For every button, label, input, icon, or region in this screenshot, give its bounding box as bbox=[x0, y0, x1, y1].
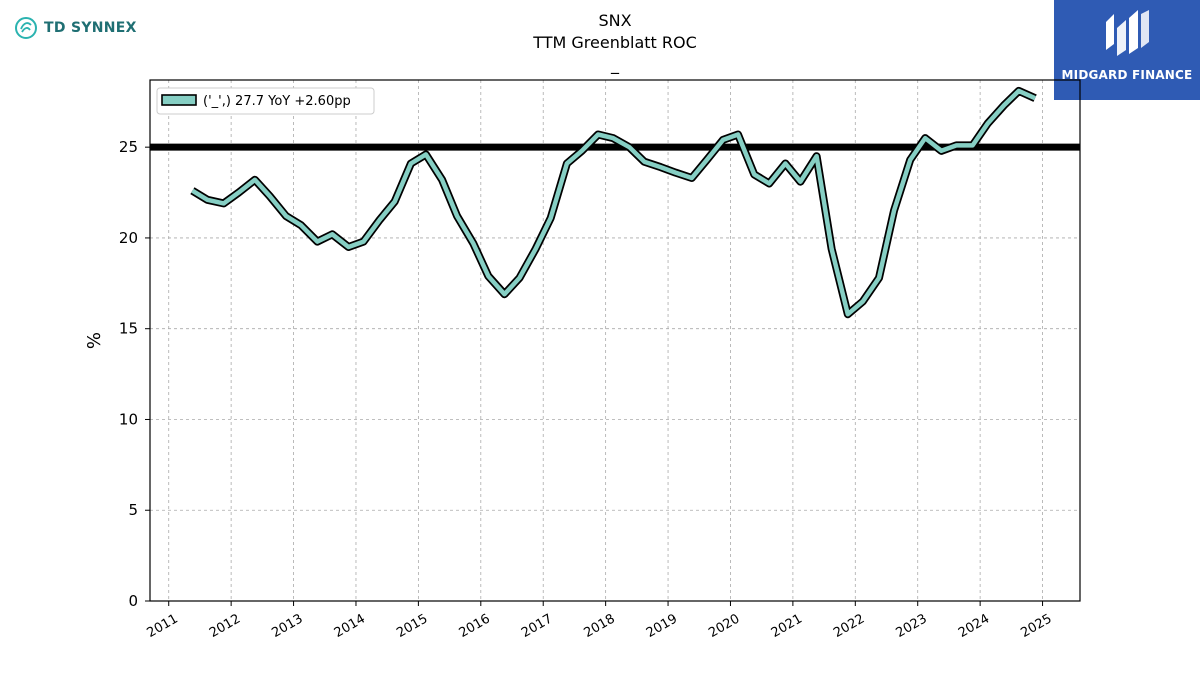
y-tick-label: 15 bbox=[119, 320, 138, 338]
x-tick-label: 2011 bbox=[145, 611, 181, 641]
midgard-logo-icon bbox=[1106, 10, 1149, 56]
x-tick-label: 2016 bbox=[457, 611, 493, 641]
x-tick-label: 2024 bbox=[956, 611, 992, 641]
y-tick-label: 0 bbox=[128, 592, 138, 610]
legend-label: ('_',) 27.7 YoY +2.60pp bbox=[203, 94, 351, 109]
series-line bbox=[191, 88, 1037, 317]
x-tick-label: 2022 bbox=[831, 611, 867, 641]
chart-titles: SNX TTM Greenblatt ROC _ bbox=[150, 10, 1080, 76]
company-logo-text: TD SYNNEX bbox=[44, 20, 137, 36]
y-tick-label: 5 bbox=[128, 501, 138, 519]
x-tick-label: 2021 bbox=[769, 611, 805, 641]
y-tick-label: 25 bbox=[119, 138, 138, 156]
x-tick-label: 2013 bbox=[269, 611, 305, 641]
chart-subtitle-2: _ bbox=[611, 55, 619, 74]
x-tick-label: 2019 bbox=[644, 611, 680, 641]
x-tick-label: 2017 bbox=[519, 611, 555, 641]
x-tick-label: 2025 bbox=[1018, 611, 1054, 641]
plot-frame bbox=[149, 79, 1081, 602]
x-tick-label: 2020 bbox=[706, 611, 742, 641]
chart-subtitle: TTM Greenblatt ROC bbox=[533, 33, 697, 52]
x-tick-label: 2023 bbox=[894, 611, 930, 641]
legend: ('_',) 27.7 YoY +2.60pp bbox=[156, 87, 375, 115]
company-logo: TD SYNNEX bbox=[14, 14, 137, 42]
y-tick-label: 10 bbox=[119, 410, 138, 428]
grid-layer bbox=[150, 80, 1080, 602]
legend-swatch bbox=[161, 94, 197, 106]
series-layer bbox=[190, 86, 1037, 319]
brand-logo-text: MIDGARD FINANCE bbox=[1061, 68, 1193, 82]
x-tick-label: 2012 bbox=[207, 611, 243, 641]
y-tick-label: 20 bbox=[119, 229, 138, 247]
legend-box bbox=[156, 87, 375, 115]
chart-title: SNX bbox=[598, 11, 632, 30]
x-tick-label: 2018 bbox=[581, 611, 617, 641]
brand-logo: MIDGARD FINANCE bbox=[1054, 0, 1200, 100]
x-tick-label: 2014 bbox=[332, 611, 368, 641]
y-axis-label: % bbox=[84, 332, 105, 349]
td-synnex-icon bbox=[15, 17, 37, 39]
series-line-outline bbox=[190, 86, 1037, 319]
x-tick-label: 2015 bbox=[394, 611, 430, 641]
